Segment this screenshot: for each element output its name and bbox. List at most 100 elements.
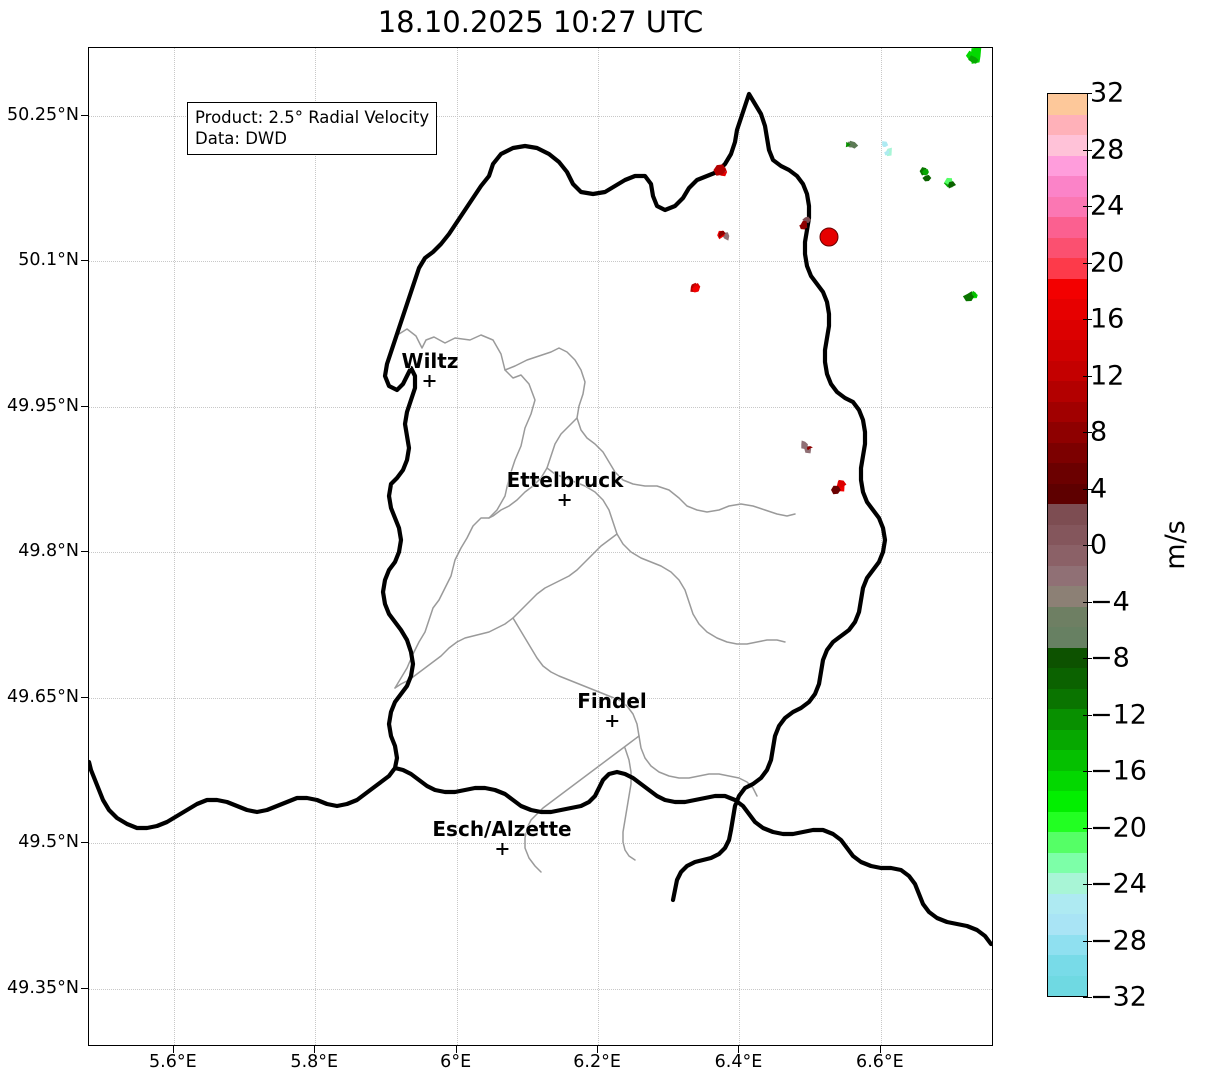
lat-tick-mark-2 [81,405,88,407]
lon-tick-mark-0 [172,1046,174,1053]
colorbar-band-31 [1048,729,1087,750]
gridline-lon-0 [173,48,175,1045]
gridline-lat-3 [89,552,992,554]
colorbar-band-26 [1048,627,1087,648]
geography-layer [89,91,992,947]
colorbar-band-22 [1048,545,1087,566]
gridline-lon-1 [315,48,317,1045]
colorbar-band-19 [1048,483,1087,504]
colorbar-tick-mark-13 [1083,827,1092,829]
colorbar-band-8 [1048,258,1087,279]
city-wiltz: Wiltz [401,349,459,387]
colorbar-tick-mark-14 [1083,884,1092,885]
colorbar-band-35 [1048,811,1087,832]
colorbar-band-29 [1048,688,1087,709]
colorbar-band-20 [1048,504,1087,525]
colorbar-band-24 [1048,586,1087,607]
lat-tick-mark-6 [81,987,88,989]
lon-tick-label-2: 6°E [440,1052,472,1072]
city-findel: Findel [577,691,647,727]
lat-tick-label-0: 50.25°N [7,104,79,125]
colorbar-tick-8: 0 [1090,529,1108,561]
gridline-lat-5 [89,843,992,845]
colorbar-band-9 [1048,278,1087,299]
colorbar-tick-6: 8 [1090,416,1108,448]
radar-map-axes: Wiltz Ettelbruck Findel Esch/Alzette Produc… [88,47,993,1046]
colorbar-band-33 [1048,770,1087,791]
colorbar-tick-mark-11 [1083,714,1092,716]
colorbar-tick-mark-12 [1083,771,1092,772]
colorbar-tick-0: 32 [1090,77,1125,109]
colorbar-tick-15: −28 [1090,925,1147,956]
colorbar-band-25 [1048,606,1087,627]
lon-tick-mark-2 [455,1046,457,1053]
colorbar-tick-mark-7 [1083,488,1092,490]
gridline-lon-3 [598,48,600,1045]
gridline-lon-2 [456,48,458,1045]
colorbar-band-17 [1048,442,1087,463]
data-source-line: Data: DWD [195,129,287,148]
colorbar-band-43 [1048,975,1087,996]
colorbar-tick-mark-16 [1083,997,1092,998]
city-label: Esch/Alzette [432,817,572,841]
lat-tick-mark-1 [81,260,88,262]
colorbar-band-23 [1048,565,1087,586]
colorbar-tick-9: −4 [1090,586,1130,617]
colorbar-band-30 [1048,709,1087,730]
colorbar-band-15 [1048,401,1087,422]
colorbar-band-2 [1048,135,1087,156]
colorbar-tick-11: −12 [1090,699,1147,730]
city-label: Wiltz [401,349,459,373]
echo-cell [801,440,808,450]
echo-cell [802,216,811,224]
colorbar-band-40 [1048,914,1087,935]
colorbar-tick-7: 4 [1090,473,1108,504]
colorbar-tick-13: −20 [1090,812,1147,843]
colorbar-band-28 [1048,668,1087,689]
colorbar-band-6 [1048,217,1087,238]
city-ettelbruck: Ettelbruck [507,470,623,506]
colorbar-band-11 [1048,319,1087,340]
lon-tick-label-0: 5.6°E [149,1052,197,1072]
lon-tick-label-3: 6.2°E [573,1052,621,1072]
lat-tick-mark-3 [81,551,88,553]
colorbar-tick-4: 16 [1090,303,1125,335]
gridline-lat-0 [89,115,992,117]
colorbar-tick-5: 12 [1090,360,1125,391]
radar-site-marker [819,227,839,247]
gridline-lon-5 [880,48,882,1045]
colorbar-band-27 [1048,647,1087,668]
echo-cell [718,230,726,239]
colorbar-band-10 [1048,299,1087,320]
colorbar-tick-16: −32 [1090,981,1147,1013]
colorbar-band-32 [1048,750,1087,771]
colorbar-tick-12: −16 [1090,755,1147,787]
colorbar-band-36 [1048,832,1087,853]
colorbar-tick-mark-3 [1083,262,1092,264]
city-cross-icon [606,715,618,727]
colorbar-tick-1: 28 [1090,134,1125,165]
city-esch-alzette: Esch/Alzette [432,817,572,855]
colorbar-band-4 [1048,176,1087,197]
gridline-lat-4 [89,697,992,699]
colorbar-band-7 [1048,237,1087,258]
lon-tick-label-1: 5.8°E [290,1052,339,1072]
colorbar-tick-mark-9 [1083,601,1092,603]
echo-cell [971,290,977,298]
echo-cell [922,169,929,176]
colorbar-tick-2: 24 [1090,190,1125,222]
echo-cell [801,220,808,229]
colorbar-tick-mark-6 [1083,432,1092,433]
colorbar-band-21 [1048,524,1087,545]
colorbar-tick-14: −24 [1090,868,1147,900]
echo-cell [849,140,859,149]
lat-tick-mark-5 [81,842,88,844]
district-boundaries [394,328,796,873]
echo-cell [806,446,813,451]
colorbar-tick-mark-0 [1083,93,1092,94]
colorbar-band-1 [1048,114,1087,135]
colorbar-band-42 [1048,955,1087,976]
lat-tick-label-3: 49.8°N [18,541,79,562]
lat-tick-mark-4 [81,696,88,698]
colorbar-band-12 [1048,340,1087,361]
